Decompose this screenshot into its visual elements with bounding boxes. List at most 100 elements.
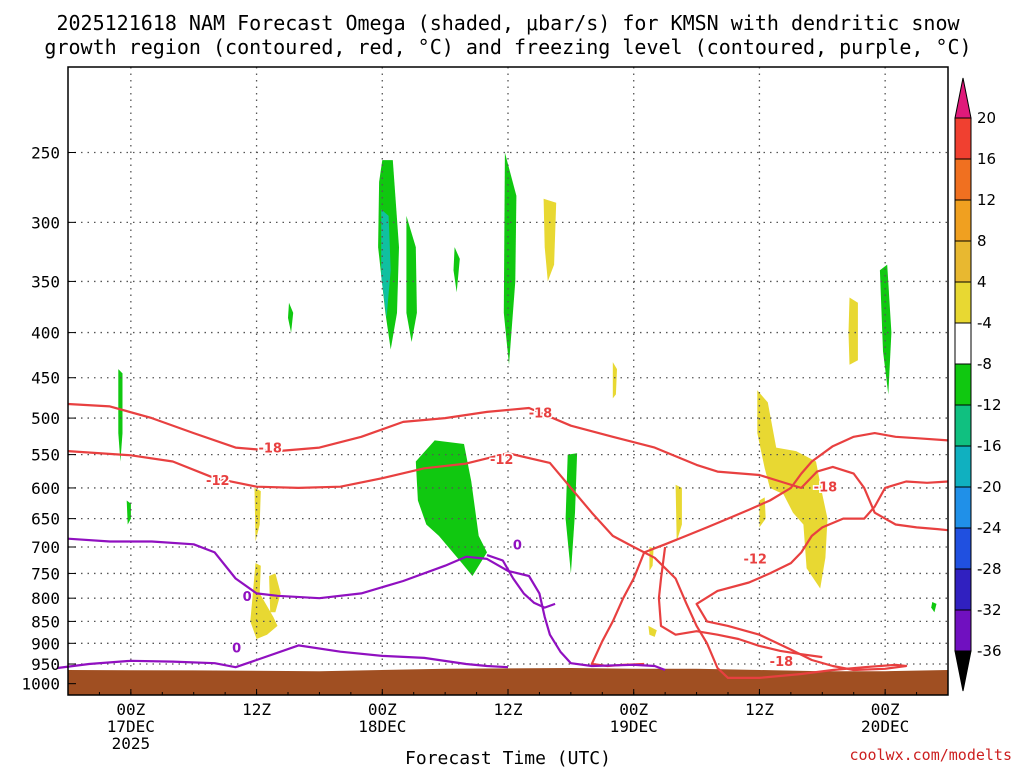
omega-region-21 — [269, 573, 281, 613]
x-tick-label-5-0: 12Z — [745, 700, 774, 719]
dgz-minus18-contour-1 — [590, 432, 949, 668]
contour-label-1: -12 — [206, 474, 230, 489]
colorbar-tick-8: -16 — [977, 437, 1002, 455]
y-tick-label-250: 250 — [31, 143, 60, 162]
contour-label-8: 0 — [232, 642, 241, 657]
omega-region-10 — [879, 264, 892, 395]
credit-text: coolwx.com/modelts — [849, 746, 1012, 764]
y-tick-label-300: 300 — [31, 213, 60, 232]
x-tick-label-6-1: 20DEC — [861, 717, 909, 736]
x-tick-label-0-0: 00Z — [116, 700, 145, 719]
y-axis: 250 300 350 400 450 500 550 600 650 700 750 800 850 9… — [21, 143, 76, 694]
dgz-minus12-contour-1 — [657, 546, 823, 659]
omega-region-12 — [543, 198, 557, 282]
x-tick-label-4-0: 00Z — [619, 700, 648, 719]
contour-label-4: -18 — [814, 481, 838, 496]
omega-region-4 — [503, 152, 517, 365]
y-tick-label-600: 600 — [31, 479, 60, 498]
omega-region-8 — [415, 440, 487, 576]
colorbar-bin-2 — [954, 199, 972, 242]
x-tick-label-4-1: 19DEC — [610, 717, 658, 736]
freezing-level-contour-2 — [486, 554, 556, 609]
omega-region-17 — [675, 484, 682, 542]
chart-title-line-2: growth region (contoured, red, °C) and f… — [44, 35, 971, 59]
y-tick-label-650: 650 — [31, 510, 60, 529]
contour-label-9: 0 — [513, 538, 522, 553]
colorbar-tick-0: 20 — [977, 109, 996, 127]
y-tick-label-950: 950 — [31, 655, 60, 674]
contour-label-2: -18 — [529, 407, 553, 422]
x-tick-label-0-1: 17DEC — [107, 717, 155, 736]
terrain — [68, 668, 948, 695]
dgz-minus12-contour-0 — [67, 450, 949, 680]
dgz-minus18-contour-0 — [67, 402, 949, 532]
omega-region-1 — [381, 209, 391, 318]
colorbar-tick-4: 4 — [977, 273, 987, 291]
colorbar-bin-10 — [954, 527, 972, 570]
colorbar-tick-2: 12 — [977, 191, 996, 209]
y-tick-label-450: 450 — [31, 369, 60, 388]
x-tick-label-6-0: 00Z — [871, 700, 900, 719]
chart-title-line-1: 2025121618 NAM Forecast Omega (shaded, μ… — [56, 11, 960, 35]
omega-region-11 — [931, 602, 937, 613]
y-tick-label-850: 850 — [31, 612, 60, 631]
colorbar-bin-1 — [954, 158, 972, 201]
grid-lines — [68, 67, 948, 695]
y-tick-label-750: 750 — [31, 564, 60, 583]
contour-label-7: 0 — [243, 590, 252, 605]
colorbar-tick-7: -12 — [977, 396, 1002, 414]
colorbar-tick-1: 16 — [977, 150, 996, 168]
colorbar-tick-3: 8 — [977, 232, 987, 250]
y-tick-label-500: 500 — [31, 409, 60, 428]
colorbar-bin-3 — [954, 240, 972, 283]
colorbar-tick-9: -20 — [977, 478, 1002, 496]
omega-region-13 — [612, 362, 617, 399]
colorbar-bin-9 — [954, 486, 972, 529]
omega-region-3 — [453, 247, 460, 293]
colorbar-bin-12 — [954, 609, 972, 652]
colorbar-bin-6 — [954, 363, 972, 406]
colorbar: 20 16 12 8 4 -4 -8 -12 -16 -20 -24 -28 -32 -36 — [954, 77, 1002, 692]
y-tick-label-400: 400 — [31, 324, 60, 343]
x-tick-label-2-0: 00Z — [368, 700, 397, 719]
y-tick-label-1000: 1000 — [21, 675, 60, 694]
freezing-level-contour-1 — [57, 644, 509, 670]
y-tick-label-550: 550 — [31, 446, 60, 465]
colorbar-tick-6: -8 — [977, 355, 992, 373]
omega-region-22 — [648, 625, 657, 637]
colorbar-bin-5 — [954, 322, 972, 365]
colorbar-bottom-arrow — [954, 650, 972, 692]
y-tick-label-350: 350 — [31, 272, 60, 291]
terrain-fill — [68, 668, 948, 695]
x-tick-label-2-1: 18DEC — [358, 717, 406, 736]
x-tick-label-1-0: 12Z — [242, 700, 271, 719]
contour-label-6: -18 — [770, 655, 794, 670]
colorbar-tick-11: -28 — [977, 560, 1002, 578]
colorbar-bin-4 — [954, 281, 972, 324]
freezing-level-contour-0 — [67, 537, 666, 672]
y-tick-label-900: 900 — [31, 634, 60, 653]
colorbar-bin-7 — [954, 404, 972, 447]
omega-region-2 — [406, 215, 417, 342]
omega-region-18 — [649, 547, 654, 571]
colorbar-top-arrow — [954, 77, 972, 119]
colorbar-tick-13: -36 — [977, 642, 1002, 660]
x-tick-label-3-0: 12Z — [494, 700, 523, 719]
contour-label-0: -18 — [258, 442, 282, 457]
colorbar-tick-10: -24 — [977, 519, 1002, 537]
contour-label-3: -12 — [490, 453, 514, 468]
colorbar-bin-0 — [954, 117, 972, 160]
colorbar-bin-8 — [954, 445, 972, 488]
contour-labels: -18 -12 -18 -12 -18 -12 -18 0 0 0 — [205, 405, 839, 671]
x-tick-label-0-2: 2025 — [112, 734, 151, 753]
omega-region-14 — [848, 297, 858, 365]
omega-region-19 — [254, 487, 261, 542]
omega-region-9 — [565, 453, 578, 574]
x-axis-label: Forecast Time (UTC) — [405, 748, 611, 768]
colorbar-tick-12: -32 — [977, 601, 1002, 619]
plot-area: -18 -12 -18 -12 -18 -12 -18 0 0 0 — [57, 66, 949, 696]
contour-label-5: -12 — [743, 552, 767, 567]
contours — [57, 402, 949, 680]
omega-region-5 — [288, 302, 294, 333]
